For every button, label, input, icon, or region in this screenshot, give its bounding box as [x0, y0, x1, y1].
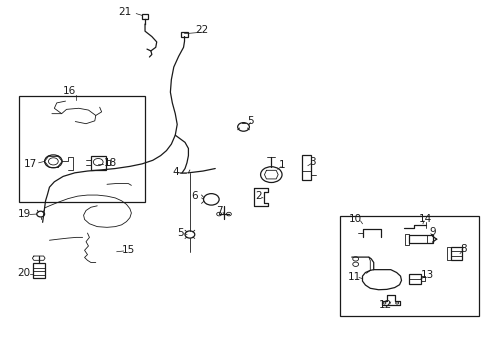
Text: 5: 5 — [177, 228, 183, 238]
Text: 11: 11 — [347, 272, 360, 282]
Text: 17: 17 — [23, 159, 37, 169]
Text: 5: 5 — [246, 116, 253, 126]
Text: 20: 20 — [18, 268, 31, 278]
Text: 10: 10 — [348, 214, 362, 224]
Text: 14: 14 — [418, 214, 431, 224]
Bar — [450, 247, 462, 260]
Text: 13: 13 — [420, 270, 433, 280]
Text: 18: 18 — [103, 158, 117, 168]
Text: 22: 22 — [195, 25, 208, 35]
Text: 2: 2 — [254, 192, 261, 202]
Text: 7: 7 — [215, 206, 222, 216]
Bar — [33, 263, 44, 278]
Bar — [408, 235, 432, 243]
Bar — [302, 155, 310, 180]
Text: 9: 9 — [428, 228, 435, 237]
Text: 15: 15 — [122, 245, 135, 255]
Bar — [339, 216, 478, 316]
Text: 19: 19 — [18, 210, 31, 220]
Text: 21: 21 — [118, 7, 131, 17]
Text: 1: 1 — [279, 160, 285, 170]
Text: 4: 4 — [172, 167, 178, 177]
Bar — [142, 14, 148, 19]
Text: 16: 16 — [62, 86, 76, 96]
Text: 12: 12 — [379, 300, 392, 310]
Bar — [91, 156, 105, 170]
Bar — [408, 274, 420, 284]
Text: 3: 3 — [309, 157, 315, 167]
Bar — [19, 96, 144, 202]
Bar — [181, 32, 187, 37]
Text: 6: 6 — [191, 192, 198, 202]
Text: 8: 8 — [460, 244, 466, 254]
